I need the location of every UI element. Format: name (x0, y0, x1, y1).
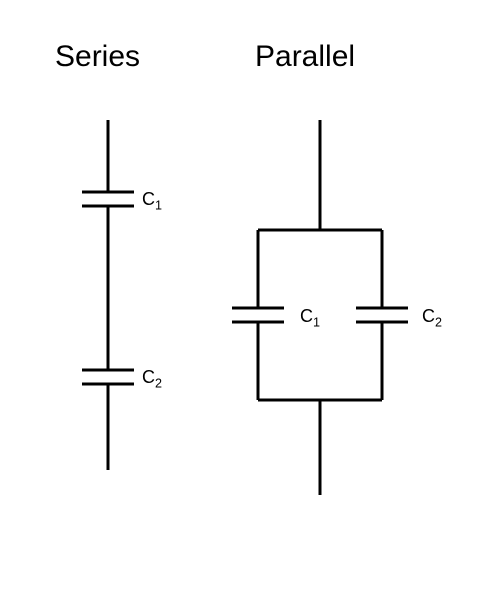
circuit-diagram (0, 0, 500, 600)
